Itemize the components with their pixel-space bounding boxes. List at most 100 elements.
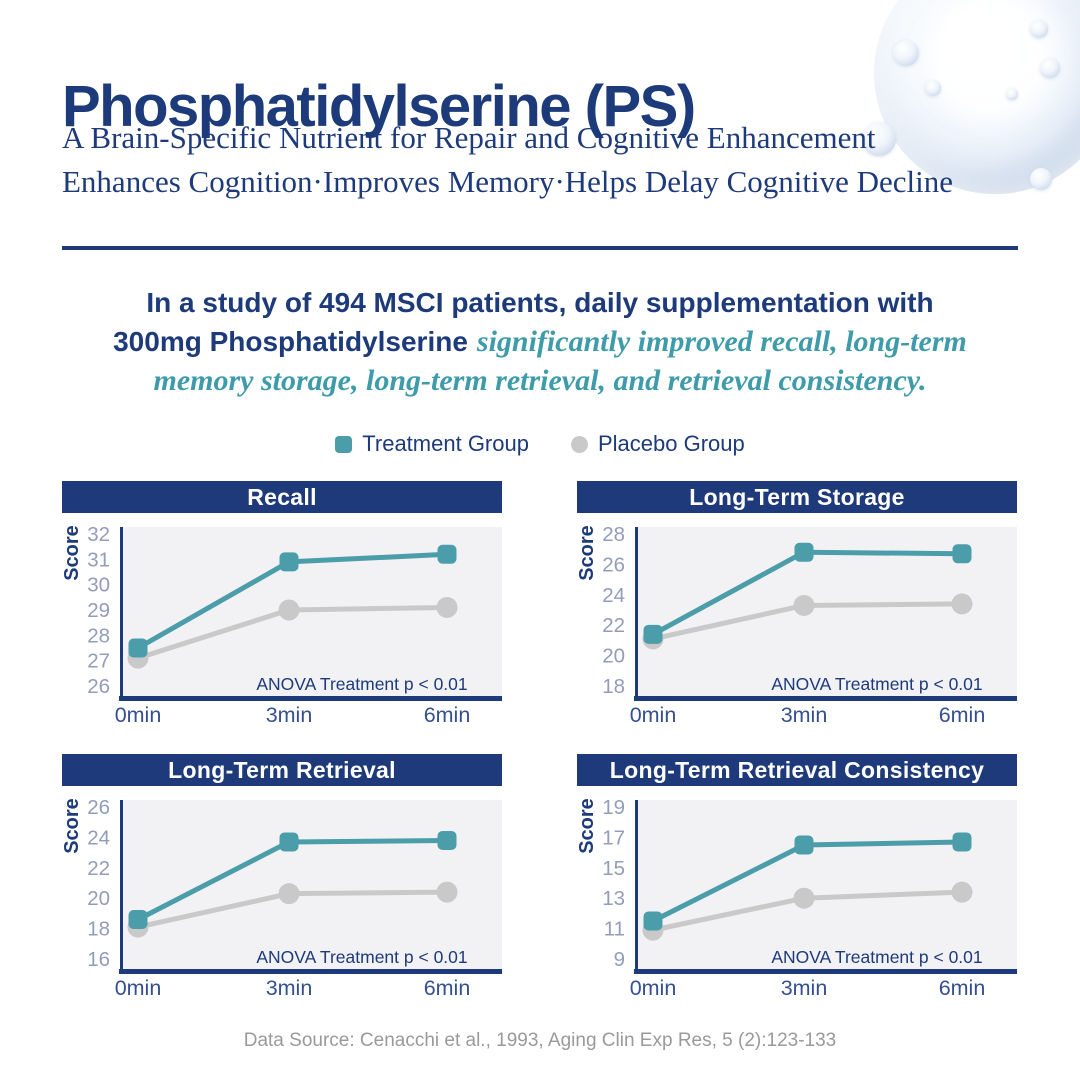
x-tick-label: 3min [781, 703, 828, 727]
treatment-marker [794, 542, 814, 562]
treatment-marker [952, 544, 972, 564]
bubble-small-7 [1030, 168, 1052, 190]
anova-annotation: ANOVA Treatment p < 0.01 [256, 947, 467, 967]
placebo-marker [951, 593, 973, 615]
treatment-marker [437, 544, 457, 564]
placebo-marker [278, 883, 300, 905]
bubble-small-3 [862, 122, 896, 156]
study-line-2: 300mg Phosphatidylserine significantly im… [113, 325, 967, 358]
y-tick-label: 26 [602, 553, 625, 576]
chart-panel-long-term-retrieval: Long-Term Retrieval 16 18 20 22 24 26 Score ANO… [61, 754, 502, 1015]
treatment-marker [279, 832, 299, 852]
y-axis-title: Score [577, 525, 598, 581]
treatment-marker [128, 638, 148, 658]
chart-title-long-term-retrieval: Long-Term Retrieval [62, 754, 502, 786]
y-tick-label: 32 [87, 523, 110, 546]
y-tick-label: 19 [602, 796, 625, 819]
x-tick-label: 3min [266, 703, 313, 727]
bubble-small-5 [1040, 58, 1060, 78]
treatment-marker [952, 832, 972, 852]
treatment-marker [279, 552, 299, 572]
y-tick-label: 28 [602, 523, 625, 546]
placebo-swatch-icon [570, 435, 588, 453]
study-line-3: memory storage, long-term retrieval, and… [153, 364, 927, 397]
x-tick-label: 0min [115, 976, 162, 1000]
chart-panel-long-term-storage: Long-Term Storage 18 20 22 24 26 28 Score ANOVA… [576, 481, 1017, 742]
bubble-small-6 [1006, 88, 1018, 100]
divider [62, 246, 1018, 250]
x-tick-label: 3min [266, 976, 313, 1000]
x-tick-label: 6min [939, 703, 986, 727]
chart-long-term-retrieval: 16 18 20 22 24 26 Score ANOVA Treatment p < 0.0… [61, 786, 502, 1015]
legend-item-treatment: Treatment Group [335, 431, 529, 457]
y-tick-label: 26 [87, 675, 110, 698]
treatment-marker [643, 624, 663, 644]
anova-annotation: ANOVA Treatment p < 0.01 [771, 947, 982, 967]
y-axis-title: Score [62, 798, 83, 854]
placebo-marker [951, 881, 973, 903]
y-tick-label: 20 [602, 645, 625, 668]
legend-treatment-label: Treatment Group [362, 431, 529, 456]
page-title: Phosphatidylserine (PS) [62, 73, 696, 139]
y-tick-label: 26 [87, 796, 110, 819]
y-tick-label: 17 [602, 826, 625, 849]
x-tick-label: 0min [115, 703, 162, 727]
chart-recall: 26 27 28 29 30 31 32 Score ANOVA Treatment p < 0… [61, 513, 502, 742]
chart-title-long-term-storage: Long-Term Storage [577, 481, 1017, 513]
treatment-swatch-icon [335, 435, 353, 453]
legend-placebo-label: Placebo Group [597, 431, 745, 456]
chart-panel-retrieval-consistency: Long-Term Retrieval Consistency 9 11 13 15 1… [576, 754, 1017, 1015]
chart-panel-recall: Recall 26 27 28 29 30 31 32 Score ANOVA Treatmen… [61, 481, 502, 742]
anova-annotation: ANOVA Treatment p < 0.01 [256, 674, 467, 694]
y-tick-label: 20 [87, 887, 110, 910]
y-tick-label: 11 [604, 918, 625, 941]
chart-legend: Treatment Group Placebo Group [0, 431, 1080, 457]
chart-long-term-storage: 18 20 22 24 26 28 Score ANOVA Treatment p < 0.0… [576, 513, 1017, 742]
data-source-citation: Data Source: Cenacchi et al., 1993, Agin… [243, 1030, 837, 1051]
bubble-small-1 [893, 40, 919, 66]
chart-title-recall: Recall [62, 481, 502, 513]
page-subtitle: A Brain-Specific Nutrient for Repair and… [62, 116, 1042, 204]
y-tick-label: 16 [87, 948, 110, 971]
y-tick-label: 24 [602, 584, 625, 607]
y-tick-label: 22 [602, 614, 625, 637]
y-tick-label: 30 [87, 574, 110, 597]
y-axis-title: Score [62, 525, 83, 581]
study-line-1: In a study of 494 MSCI patients, daily s… [146, 287, 934, 318]
anova-annotation: ANOVA Treatment p < 0.01 [771, 674, 982, 694]
y-tick-label: 22 [87, 857, 110, 880]
treatment-marker [643, 911, 663, 931]
x-tick-label: 0min [630, 703, 677, 727]
plot-area [120, 800, 502, 969]
study-summary: In a study of 494 MSCI patients, daily s… [0, 283, 1080, 400]
treatment-marker [794, 835, 814, 855]
x-tick-label: 0min [630, 976, 677, 1000]
y-tick-label: 13 [602, 887, 625, 910]
y-axis-title: Score [577, 798, 598, 854]
y-tick-label: 24 [87, 826, 110, 849]
x-tick-label: 6min [424, 976, 471, 1000]
chart-title-retrieval-consistency: Long-Term Retrieval Consistency [577, 754, 1017, 786]
plot-area [635, 800, 1017, 969]
chart-retrieval-consistency: 9 11 13 15 17 19 Score ANOVA Treatment p < 0.01… [576, 786, 1017, 1015]
x-tick-label: 6min [939, 976, 986, 1000]
y-tick-label: 18 [602, 675, 625, 698]
placebo-marker [436, 881, 458, 903]
subtitle-line-2: Enhances Cognition·Improves Memory·Helps… [62, 164, 954, 199]
y-tick-label: 9 [614, 948, 625, 971]
x-tick-label: 3min [781, 976, 828, 1000]
y-tick-label: 28 [87, 624, 110, 647]
treatment-marker [437, 830, 457, 850]
y-tick-label: 31 [87, 548, 110, 571]
bubble-small-2 [925, 80, 941, 96]
y-tick-label: 15 [602, 857, 625, 880]
x-tick-label: 6min [424, 703, 471, 727]
y-tick-label: 29 [87, 599, 110, 622]
legend-item-placebo: Placebo Group [570, 431, 745, 457]
placebo-marker [278, 599, 300, 621]
placebo-marker [793, 887, 815, 909]
y-tick-label: 27 [87, 650, 110, 673]
charts-grid: Recall 26 27 28 29 30 31 32 Score ANOVA Treatmen… [61, 481, 1017, 1015]
treatment-marker [128, 909, 148, 929]
subtitle-line-1: A Brain-Specific Nutrient for Repair and… [62, 120, 876, 155]
